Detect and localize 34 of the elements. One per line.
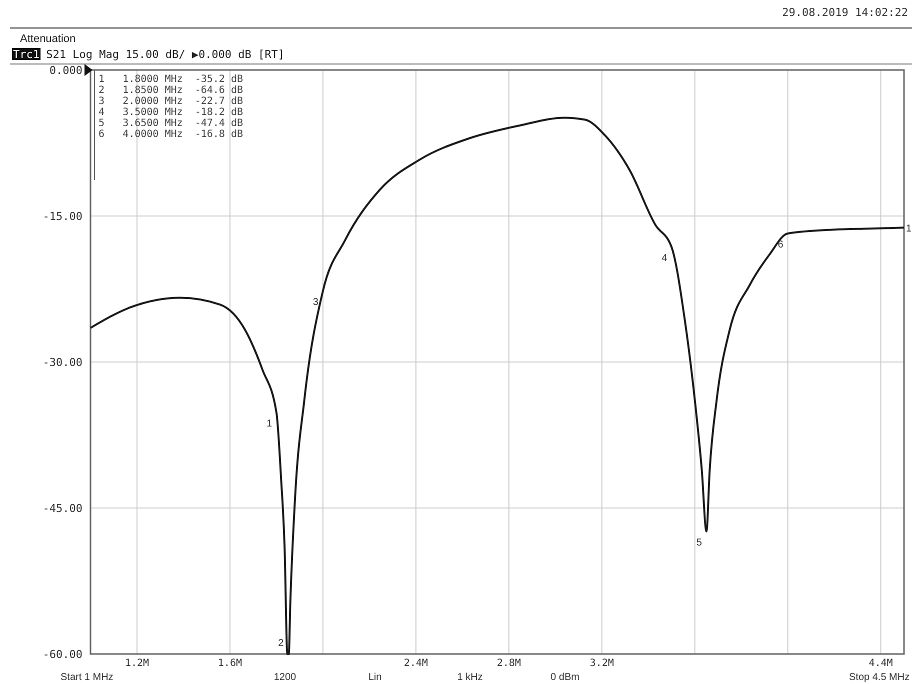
text: Stop 4.5 MHz bbox=[849, 672, 910, 683]
annotation: 1 bbox=[906, 224, 912, 235]
y-tick-label: -30.00 bbox=[42, 356, 82, 369]
text: Lin bbox=[368, 672, 382, 683]
annotation: 1 1.8000 MHz -35.2 dB bbox=[98, 74, 243, 85]
x-tick-label: 1.6M bbox=[218, 658, 242, 669]
annotation: 3 2.0000 MHz -22.7 dB bbox=[98, 96, 243, 107]
chart-title: Attenuation bbox=[20, 33, 76, 45]
y-tick-label: -60.00 bbox=[42, 648, 82, 661]
annotation: 1 bbox=[266, 418, 272, 430]
annotation: 2 1.8500 MHz -64.6 dB bbox=[98, 85, 243, 96]
x-tick-label: 2.4M bbox=[404, 658, 428, 669]
x-tick-label: 1.2M bbox=[124, 658, 150, 669]
text: 0 dBm bbox=[550, 672, 580, 683]
text: Start 1 MHz bbox=[60, 672, 114, 683]
annotation: 6 bbox=[778, 240, 784, 251]
y-tick-label: -15.00 bbox=[42, 210, 82, 223]
text: 29.08.2019 14:02:22 bbox=[782, 6, 908, 19]
y-tick-label: 0.000 bbox=[49, 64, 82, 77]
text: 1 kHz bbox=[457, 672, 483, 683]
x-tick-label: 2.8M bbox=[496, 658, 521, 669]
annotation: 5 bbox=[696, 537, 702, 548]
y-tick-label: -45.00 bbox=[42, 502, 82, 515]
x-tick-label: 3.2M bbox=[590, 658, 614, 669]
chart-subtitle: Trc1 S21 Log Mag 15.00 dB/ ▶0.000 dB [RT] bbox=[13, 48, 285, 61]
text: 1200 bbox=[274, 672, 297, 683]
line-series bbox=[90, 116, 905, 655]
x-tick-label: 4.4M bbox=[868, 658, 893, 669]
annotation: 3 bbox=[312, 296, 319, 308]
annotation: 6 4.0000 MHz -16.8 dB bbox=[98, 129, 243, 140]
annotation: 2 bbox=[278, 638, 284, 649]
annotation: 4 3.5000 MHz -18.2 dB bbox=[98, 107, 243, 118]
annotation: 5 3.6500 MHz -47.4 dB bbox=[98, 118, 243, 129]
annotation: 4 bbox=[662, 253, 668, 264]
